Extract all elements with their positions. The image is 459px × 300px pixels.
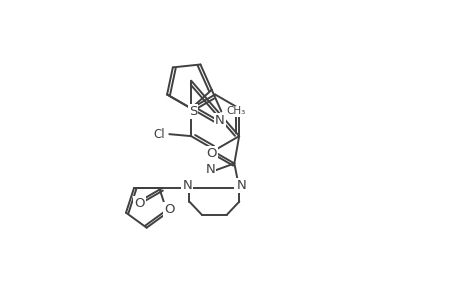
Text: N: N <box>215 114 224 127</box>
Text: N: N <box>205 164 215 176</box>
Text: O: O <box>134 197 144 210</box>
Text: O: O <box>164 203 174 216</box>
Text: N: N <box>235 179 245 192</box>
Text: N: N <box>236 179 246 192</box>
Text: CH₃: CH₃ <box>226 106 245 116</box>
Text: O: O <box>206 147 217 160</box>
Text: N: N <box>182 179 192 192</box>
Text: S: S <box>189 105 197 118</box>
Text: Cl: Cl <box>153 128 165 141</box>
